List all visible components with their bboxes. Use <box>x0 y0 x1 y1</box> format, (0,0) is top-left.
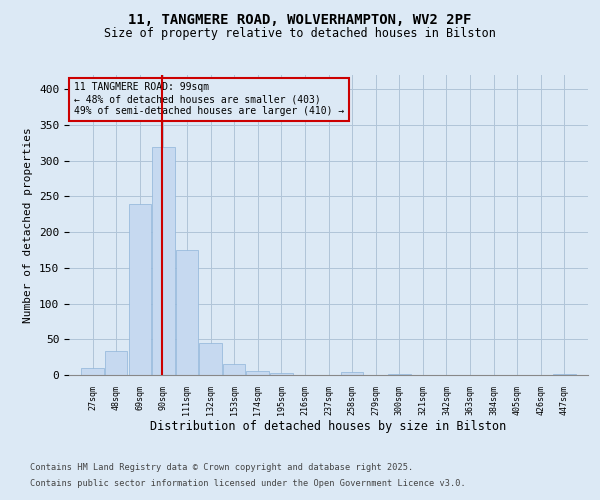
Bar <box>82 368 104 375</box>
X-axis label: Distribution of detached houses by size in Bilston: Distribution of detached houses by size … <box>151 420 506 434</box>
Bar <box>388 374 410 375</box>
Bar <box>223 364 245 375</box>
Text: Size of property relative to detached houses in Bilston: Size of property relative to detached ho… <box>104 28 496 40</box>
Y-axis label: Number of detached properties: Number of detached properties <box>23 127 34 323</box>
Text: Contains public sector information licensed under the Open Government Licence v3: Contains public sector information licen… <box>30 478 466 488</box>
Text: 11 TANGMERE ROAD: 99sqm
← 48% of detached houses are smaller (403)
49% of semi-d: 11 TANGMERE ROAD: 99sqm ← 48% of detache… <box>74 82 344 116</box>
Bar <box>152 147 175 375</box>
Bar <box>247 370 269 375</box>
Bar <box>128 204 151 375</box>
Text: 11, TANGMERE ROAD, WOLVERHAMPTON, WV2 2PF: 11, TANGMERE ROAD, WOLVERHAMPTON, WV2 2P… <box>128 12 472 26</box>
Text: Contains HM Land Registry data © Crown copyright and database right 2025.: Contains HM Land Registry data © Crown c… <box>30 464 413 472</box>
Bar <box>341 372 364 375</box>
Bar <box>199 343 222 375</box>
Bar <box>553 374 575 375</box>
Bar <box>270 373 293 375</box>
Bar <box>176 250 198 375</box>
Bar <box>105 352 127 375</box>
